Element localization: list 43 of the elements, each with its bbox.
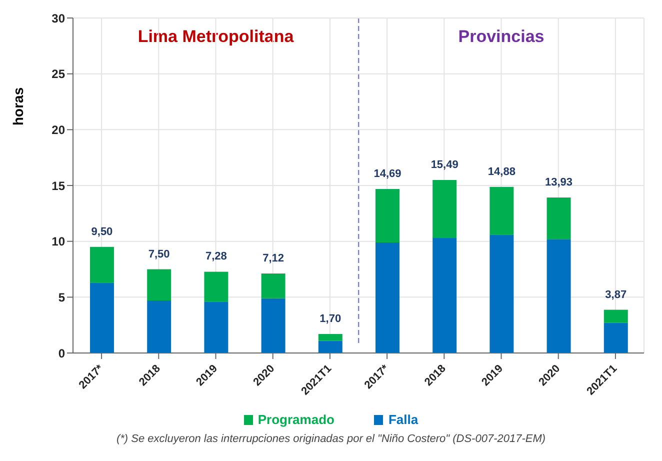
total-label: 7,50 [148, 248, 170, 260]
bar [318, 340, 342, 353]
bar [261, 298, 286, 353]
total-label: 15,49 [430, 159, 458, 172]
bar [432, 180, 457, 238]
total-label: 1,70 [320, 313, 342, 326]
bar [318, 334, 342, 341]
y-tick-label: 15 [52, 178, 66, 193]
annotation: Provincias [458, 27, 544, 46]
bar [490, 186, 514, 235]
y-tick-label: 5 [58, 290, 66, 304]
bar [261, 273, 286, 298]
y-tick-label: 25 [52, 67, 66, 82]
y-tick-label: 30 [52, 11, 66, 26]
bar [376, 188, 400, 242]
y-tick-label: 0 [58, 346, 66, 360]
bar [546, 239, 571, 353]
total-label: 7,28 [205, 250, 227, 263]
bar [90, 282, 114, 353]
bar [147, 269, 172, 301]
bar [546, 197, 571, 240]
legend-label: Falla [387, 412, 418, 427]
bar [204, 272, 228, 302]
y-tick-label: 20 [52, 122, 66, 137]
bar [432, 238, 457, 353]
total-label: 13,93 [545, 176, 573, 188]
total-label: 3,87 [605, 288, 627, 301]
y-axis-title: horas [10, 87, 26, 126]
annotation: Lima Metropolitana [138, 27, 294, 46]
bar [90, 246, 114, 283]
y-tick-label: 10 [52, 234, 66, 249]
total-label: 7,12 [262, 252, 284, 264]
bar [204, 302, 228, 353]
legend-label: Programado [256, 412, 334, 427]
total-label: 9,50 [91, 226, 113, 238]
bar [376, 242, 400, 353]
total-label: 14,88 [488, 166, 516, 178]
total-label: 14,69 [374, 168, 402, 180]
bar [604, 310, 628, 323]
bar [490, 234, 514, 353]
bar [147, 300, 172, 353]
bar [604, 322, 628, 353]
text: (*) Se excluyeron las interrupciones originadas por el "Niño Costero" (DS-007-2017-EM) [115, 433, 547, 445]
